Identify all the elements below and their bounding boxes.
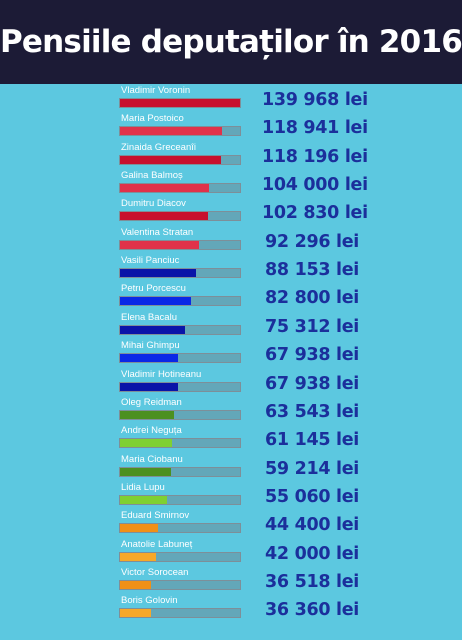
value-label: 92 296 lei bbox=[265, 231, 359, 252]
deputy-name: Oleg Reidman bbox=[121, 396, 182, 408]
bar-track bbox=[119, 126, 241, 137]
bar bbox=[120, 580, 151, 589]
bar-track bbox=[119, 438, 241, 449]
bar bbox=[120, 297, 191, 306]
bar bbox=[120, 524, 158, 533]
bar-track bbox=[119, 579, 241, 590]
deputy-name: Anatolie Labuneț bbox=[121, 538, 193, 550]
bar bbox=[120, 99, 240, 107]
deputy-name: Maria Postoico bbox=[121, 113, 184, 125]
bar bbox=[120, 467, 171, 476]
bar bbox=[120, 325, 185, 334]
bar-track bbox=[119, 211, 241, 222]
value-label: 44 400 lei bbox=[265, 515, 359, 536]
bar-track bbox=[119, 353, 241, 364]
value-label: 102 830 lei bbox=[262, 203, 368, 224]
bar bbox=[120, 269, 196, 278]
bar-track bbox=[119, 551, 241, 562]
deputy-name: Dumitru Diacov bbox=[121, 198, 186, 210]
value-label: 42 000 lei bbox=[265, 543, 359, 564]
bar bbox=[120, 552, 156, 561]
page-title: Pensiile deputaților în 2016 bbox=[0, 24, 462, 60]
value-label: 36 518 lei bbox=[265, 571, 359, 592]
bar-track bbox=[119, 466, 241, 477]
bar-track bbox=[119, 268, 241, 279]
bar-track bbox=[119, 409, 241, 420]
bar-track bbox=[119, 183, 241, 194]
pension-bar-chart: Vladimir Voronin 139 968 lei Maria Postoic… bbox=[0, 84, 462, 640]
value-label: 55 060 lei bbox=[265, 486, 359, 507]
deputy-name: Eduard Smirnov bbox=[121, 510, 190, 522]
deputy-name: Vasili Panciuc bbox=[121, 255, 180, 267]
bar-track bbox=[119, 608, 241, 619]
deputy-name: Lidia Lupu bbox=[121, 481, 165, 493]
bar-track bbox=[119, 494, 241, 505]
header-banner: Pensiile deputaților în 2016 bbox=[0, 0, 462, 84]
bar bbox=[120, 495, 167, 504]
deputy-name: Boris Golovin bbox=[121, 595, 178, 607]
deputy-name: Vladimir Hotineanu bbox=[121, 368, 202, 380]
bar bbox=[120, 240, 199, 249]
bar bbox=[120, 127, 222, 136]
deputy-name: Elena Bacalu bbox=[121, 311, 177, 323]
deputy-name: Victor Sorocean bbox=[121, 566, 189, 578]
bar-track bbox=[119, 523, 241, 534]
bar bbox=[120, 609, 151, 618]
bar-track bbox=[119, 154, 241, 165]
deputy-name: Vladimir Voronin bbox=[121, 85, 191, 96]
bar-track bbox=[119, 296, 241, 307]
value-label: 59 214 lei bbox=[265, 458, 359, 479]
value-label: 118 941 lei bbox=[262, 118, 368, 139]
deputy-name: Mihai Ghimpu bbox=[121, 340, 180, 352]
bar bbox=[120, 382, 178, 391]
value-label: 75 312 lei bbox=[265, 316, 359, 337]
value-label: 61 145 lei bbox=[265, 430, 359, 451]
deputy-name: Zinaida Greceanîi bbox=[121, 141, 196, 153]
bar-track bbox=[119, 239, 241, 250]
bar-track bbox=[119, 324, 241, 335]
value-label: 82 800 lei bbox=[265, 288, 359, 309]
bar bbox=[120, 184, 209, 193]
bar-track bbox=[119, 98, 241, 108]
deputy-name: Maria Ciobanu bbox=[121, 453, 183, 465]
deputy-name: Galina Balmoș bbox=[121, 170, 183, 182]
bar bbox=[120, 410, 174, 419]
bar bbox=[120, 212, 208, 221]
bar bbox=[120, 439, 172, 448]
value-label: 104 000 lei bbox=[262, 175, 368, 196]
bar bbox=[120, 155, 221, 164]
value-label: 88 153 lei bbox=[265, 260, 359, 281]
value-label: 118 196 lei bbox=[262, 146, 368, 167]
value-label: 67 938 lei bbox=[265, 345, 359, 366]
deputy-name: Petru Porcescu bbox=[121, 283, 186, 295]
value-label: 63 543 lei bbox=[265, 401, 359, 422]
deputy-name: Andrei Neguța bbox=[121, 425, 182, 437]
deputy-name: Valentina Stratan bbox=[121, 226, 194, 238]
bar-track bbox=[119, 381, 241, 392]
bar bbox=[120, 354, 178, 363]
value-label: 67 938 lei bbox=[265, 373, 359, 394]
value-label: 36 360 lei bbox=[265, 600, 359, 621]
value-label: 139 968 lei bbox=[262, 90, 368, 110]
